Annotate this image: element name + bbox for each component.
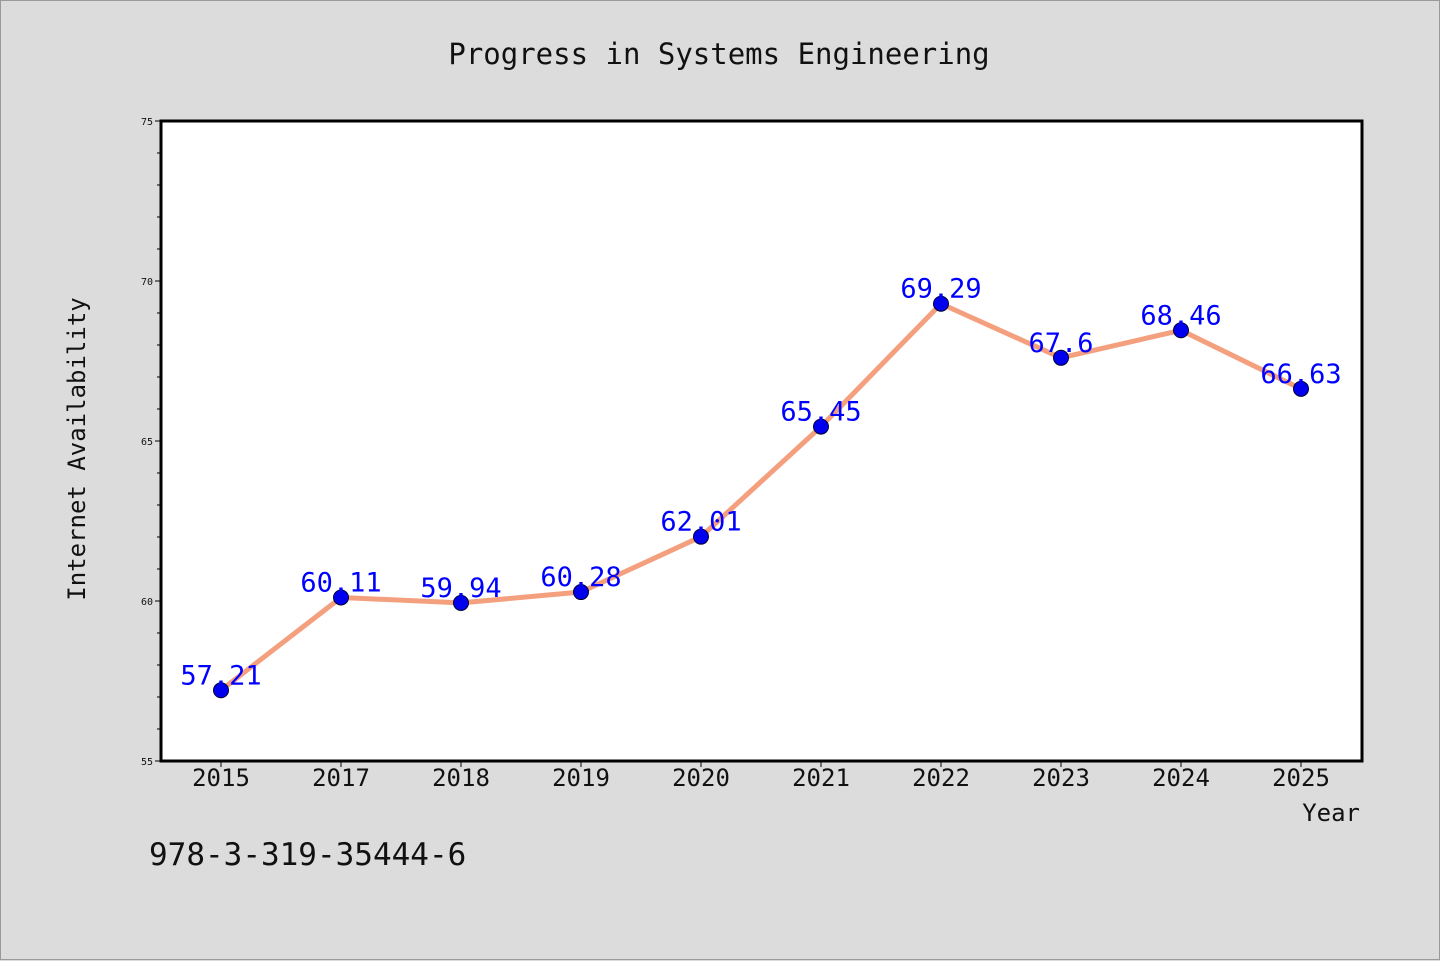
data-point-2025 (1293, 380, 1309, 397)
data-label-2023: 67.6 (1028, 328, 1093, 359)
y-axis-label: Internet Availability (63, 297, 91, 600)
y-tick-label-2: 65 (141, 437, 153, 448)
data-label-2024: 68.46 (1140, 300, 1221, 331)
data-point-2023 (1053, 349, 1069, 366)
data-point-2024 (1173, 322, 1189, 339)
x-tick-label-2: 2018 (432, 764, 490, 792)
y-tick-label-4: 75 (141, 117, 153, 128)
data-labels: 57.21 60.11 59.94 60.28 62.01 65.45 69.29 67.6 6… (180, 274, 1341, 692)
data-point-2020 (693, 528, 709, 545)
isbn-annotation: 978-3-319-35444-6 (149, 837, 466, 873)
x-tick-label-9: 2025 (1272, 764, 1330, 792)
data-label-2017: 60.11 (300, 567, 381, 598)
x-tick-label-5: 2021 (792, 764, 850, 792)
x-tick-label-0: 2015 (192, 764, 250, 792)
chart-title: Progress in Systems Engineering (448, 37, 989, 71)
data-label-2025: 66.63 (1260, 359, 1341, 390)
data-point-2021 (813, 418, 829, 435)
data-point-2022 (933, 295, 949, 312)
data-label-2019: 60.28 (540, 562, 621, 593)
data-label-2021: 65.45 (780, 397, 861, 428)
data-point-2017 (333, 589, 349, 606)
y-tick-label-1: 60 (141, 597, 153, 608)
data-point-2019 (573, 584, 589, 601)
series-markers (213, 295, 1309, 699)
y-axis: 55 60 65 70 75 (141, 117, 161, 768)
x-tick-label-7: 2023 (1032, 764, 1090, 792)
data-label-2015: 57.21 (180, 660, 261, 691)
data-point-2018 (453, 594, 469, 611)
x-tick-label-4: 2020 (672, 764, 730, 792)
data-point-2015 (213, 682, 229, 699)
plot-area (159, 119, 1364, 763)
x-axis-label: Year (1302, 799, 1360, 827)
data-label-2020: 62.01 (660, 507, 741, 538)
y-tick-label-3: 70 (141, 277, 153, 288)
data-label-2018: 59.94 (420, 573, 501, 604)
x-tick-label-8: 2024 (1152, 764, 1210, 792)
x-tick-label-3: 2019 (552, 764, 610, 792)
x-tick-label-1: 2017 (312, 764, 370, 792)
x-axis: 2015 2017 2018 2019 2020 2021 2022 2023 2024 2025 (192, 761, 1330, 792)
y-tick-label-0: 55 (141, 757, 153, 768)
data-label-2022: 69.29 (900, 274, 981, 305)
x-tick-label-6: 2022 (912, 764, 970, 792)
series-line (218, 301, 1304, 693)
